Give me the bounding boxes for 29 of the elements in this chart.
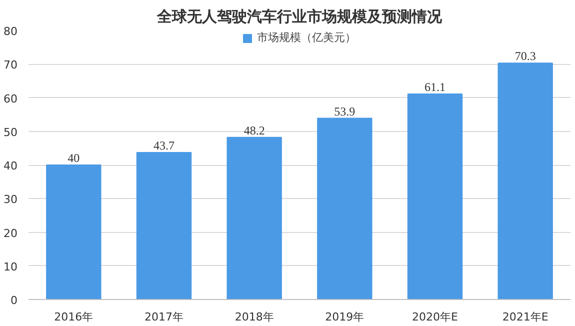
x-tick-label: 2021年E bbox=[502, 310, 548, 324]
x-tick-label: 2018年 bbox=[234, 310, 274, 324]
x-tick-label: 2020年E bbox=[412, 310, 458, 324]
bar bbox=[407, 94, 463, 300]
y-tick-label: 60 bbox=[4, 92, 18, 106]
y-tick-label: 0 bbox=[10, 294, 18, 307]
y-tick-label: 50 bbox=[4, 126, 18, 139]
data-label: 70.3 bbox=[514, 49, 536, 64]
y-tick-label: 30 bbox=[4, 193, 18, 206]
bar bbox=[136, 152, 192, 300]
data-label: 53.9 bbox=[334, 104, 356, 118]
bar bbox=[46, 164, 102, 300]
y-tick-label: 40 bbox=[4, 160, 18, 172]
bar bbox=[317, 118, 372, 300]
data-label: 43.7 bbox=[154, 138, 174, 153]
y-tick-label: 80 bbox=[4, 25, 18, 38]
x-tick-label: 2017年 bbox=[144, 310, 184, 324]
data-label: 40 bbox=[68, 151, 80, 165]
chart-title: 全球无人驾驶汽车行业市场规模及预测情况 bbox=[156, 8, 443, 26]
x-tick-label: 2019年 bbox=[325, 310, 364, 324]
bar bbox=[226, 136, 282, 300]
bar bbox=[498, 62, 553, 300]
y-tick-label: 20 bbox=[4, 226, 18, 240]
data-label: 61.1 bbox=[424, 80, 446, 94]
legend-label: 市场规模（亿美元） bbox=[257, 30, 356, 45]
data-label: 48.2 bbox=[244, 123, 265, 138]
y-tick-label: 10 bbox=[4, 260, 18, 274]
y-tick-label: 70 bbox=[4, 58, 18, 72]
x-tick-label: 2016年 bbox=[54, 310, 94, 324]
